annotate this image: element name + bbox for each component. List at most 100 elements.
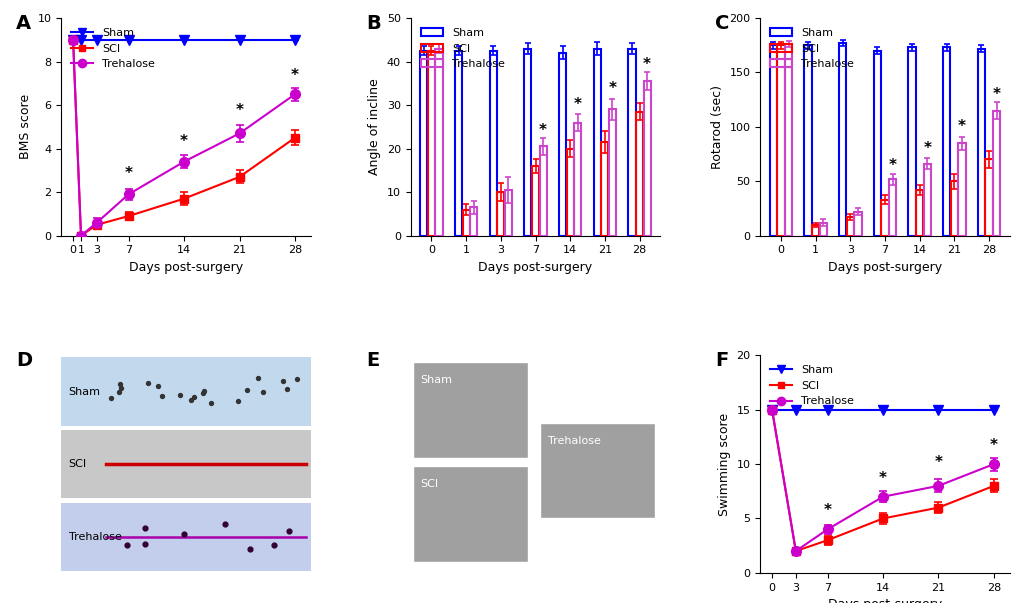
Point [238, 385, 255, 395]
Bar [819, 223, 826, 236]
Bar [854, 212, 861, 236]
Text: D: D [16, 351, 33, 370]
Bar [943, 48, 950, 236]
Bar [643, 81, 650, 236]
Bar [462, 209, 470, 236]
Bar [454, 51, 462, 236]
Text: SCI: SCI [420, 479, 438, 489]
Point [137, 523, 153, 532]
Bar [420, 51, 427, 236]
Text: C: C [714, 14, 729, 33]
Bar [915, 190, 922, 236]
Bar [61, 430, 311, 498]
Legend: Sham, SCI, Trehalose: Sham, SCI, Trehalose [765, 24, 858, 74]
Text: *: * [822, 504, 830, 519]
Y-axis label: Angle of incline: Angle of incline [368, 78, 381, 175]
Bar [496, 192, 504, 236]
Point [242, 545, 258, 554]
Text: *: * [922, 141, 930, 156]
Point [118, 540, 135, 550]
Text: Trehalose: Trehalose [547, 436, 600, 446]
Text: Trehalose: Trehalose [68, 532, 121, 541]
Point [196, 386, 212, 396]
Point [195, 388, 211, 397]
Bar [880, 200, 888, 236]
Bar [635, 112, 643, 236]
Bar [923, 164, 930, 236]
Bar [539, 147, 546, 236]
Text: SCI: SCI [68, 459, 87, 469]
Text: Sham: Sham [420, 375, 452, 385]
Text: A: A [16, 14, 32, 33]
Point [112, 379, 128, 389]
Point [185, 393, 202, 402]
Bar [628, 49, 635, 236]
Point [281, 526, 298, 536]
Bar [889, 179, 896, 236]
Point [203, 398, 219, 408]
Text: *: * [989, 438, 997, 453]
Text: Sham: Sham [68, 387, 101, 397]
Bar [993, 110, 1000, 236]
Point [275, 376, 291, 386]
Text: *: * [957, 119, 965, 134]
Y-axis label: BMS score: BMS score [19, 94, 32, 159]
Bar [804, 45, 811, 236]
Bar [531, 166, 539, 236]
X-axis label: Days post-surgery: Days post-surgery [827, 598, 942, 603]
Point [279, 385, 296, 394]
Y-axis label: Swimming score: Swimming score [717, 412, 730, 516]
Text: *: * [878, 471, 887, 486]
Bar [413, 362, 528, 458]
Bar [958, 143, 965, 236]
Bar [776, 45, 784, 236]
Point [266, 540, 282, 550]
X-axis label: Days post-surgery: Days post-surgery [827, 261, 942, 274]
Text: *: * [643, 57, 650, 72]
Text: *: * [539, 123, 546, 137]
Point [288, 374, 305, 384]
Bar [908, 48, 915, 236]
Point [183, 395, 200, 405]
Legend: Sham, SCI, Trehalose: Sham, SCI, Trehalose [416, 24, 508, 74]
X-axis label: Days post-surgery: Days post-surgery [478, 261, 592, 274]
Bar [593, 49, 600, 236]
Bar [558, 53, 566, 236]
Bar [846, 217, 853, 236]
Point [254, 387, 270, 397]
Bar [608, 110, 615, 236]
Bar [504, 190, 512, 236]
Bar [566, 148, 574, 236]
Bar [984, 160, 991, 236]
Text: *: * [933, 455, 942, 470]
Bar [950, 182, 957, 236]
Bar [427, 51, 435, 236]
Point [113, 384, 129, 393]
X-axis label: Days post-surgery: Days post-surgery [128, 261, 243, 274]
Point [111, 387, 127, 397]
Text: *: * [574, 96, 581, 112]
Legend: Sham, SCI, Trehalose: Sham, SCI, Trehalose [765, 361, 858, 411]
Text: *: * [888, 157, 896, 172]
Bar [811, 225, 818, 236]
Point [137, 539, 153, 549]
Bar [470, 207, 477, 236]
Bar [435, 49, 442, 236]
Bar [785, 44, 792, 236]
Bar [600, 142, 608, 236]
Text: *: * [124, 166, 132, 182]
Bar [61, 502, 311, 570]
Y-axis label: Rotarod (sec): Rotarod (sec) [710, 85, 723, 169]
Bar [769, 45, 776, 236]
Text: E: E [366, 351, 379, 370]
Bar [524, 49, 531, 236]
Point [140, 379, 156, 388]
Text: *: * [290, 68, 299, 83]
Point [154, 391, 170, 400]
Point [250, 373, 266, 383]
Bar [873, 51, 880, 236]
Point [172, 391, 189, 400]
Bar [574, 122, 581, 236]
Point [230, 396, 247, 405]
Bar [839, 43, 846, 236]
